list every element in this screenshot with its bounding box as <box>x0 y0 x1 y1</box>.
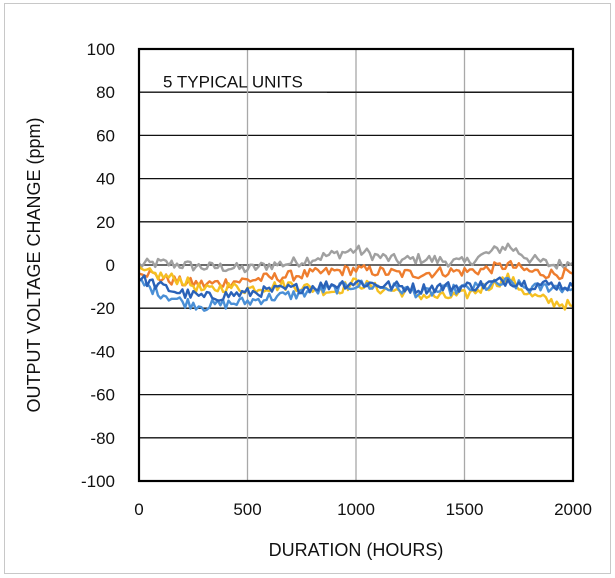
plot-border <box>137 47 575 483</box>
annotation-group: 5 TYPICAL UNITS <box>163 72 490 93</box>
y-tick-label: 80 <box>96 83 115 102</box>
x-tick-label: 0 <box>134 500 143 519</box>
y-tick-label: 20 <box>96 213 115 232</box>
series-line-1 <box>138 242 574 274</box>
y-tick-label: -80 <box>90 429 115 448</box>
x-tick-label: 1500 <box>446 500 484 519</box>
grid-lines <box>139 49 573 481</box>
y-tick-labels: 100 80 60 40 20 0 -20 -40 -60 -80 -100 <box>81 40 115 491</box>
series-line-2 <box>138 260 574 289</box>
y-tick-label: -40 <box>90 342 115 361</box>
data-series <box>138 242 574 312</box>
y-axis-title: OUTPUT VOLTAGE CHANGE (ppm) <box>24 117 44 412</box>
y-tick-label: -60 <box>90 386 115 405</box>
series-line-5 <box>138 274 574 302</box>
x-tick-label: 500 <box>233 500 261 519</box>
annotation-label: 5 TYPICAL UNITS <box>163 72 303 91</box>
y-tick-label: 40 <box>96 170 115 189</box>
x-tick-label: 1000 <box>337 500 375 519</box>
x-axis-title: DURATION (HOURS) <box>269 540 444 560</box>
series-line-3 <box>138 265 574 311</box>
y-tick-label: 60 <box>96 126 115 145</box>
y-tick-label: 0 <box>106 256 115 275</box>
y-tick-label: -100 <box>81 472 115 491</box>
y-tick-label: 100 <box>87 40 115 59</box>
x-tick-labels: 0 500 1000 1500 2000 <box>134 500 592 519</box>
x-tick-label: 2000 <box>554 500 592 519</box>
y-tick-label: -20 <box>90 299 115 318</box>
series-line-4 <box>138 276 574 312</box>
